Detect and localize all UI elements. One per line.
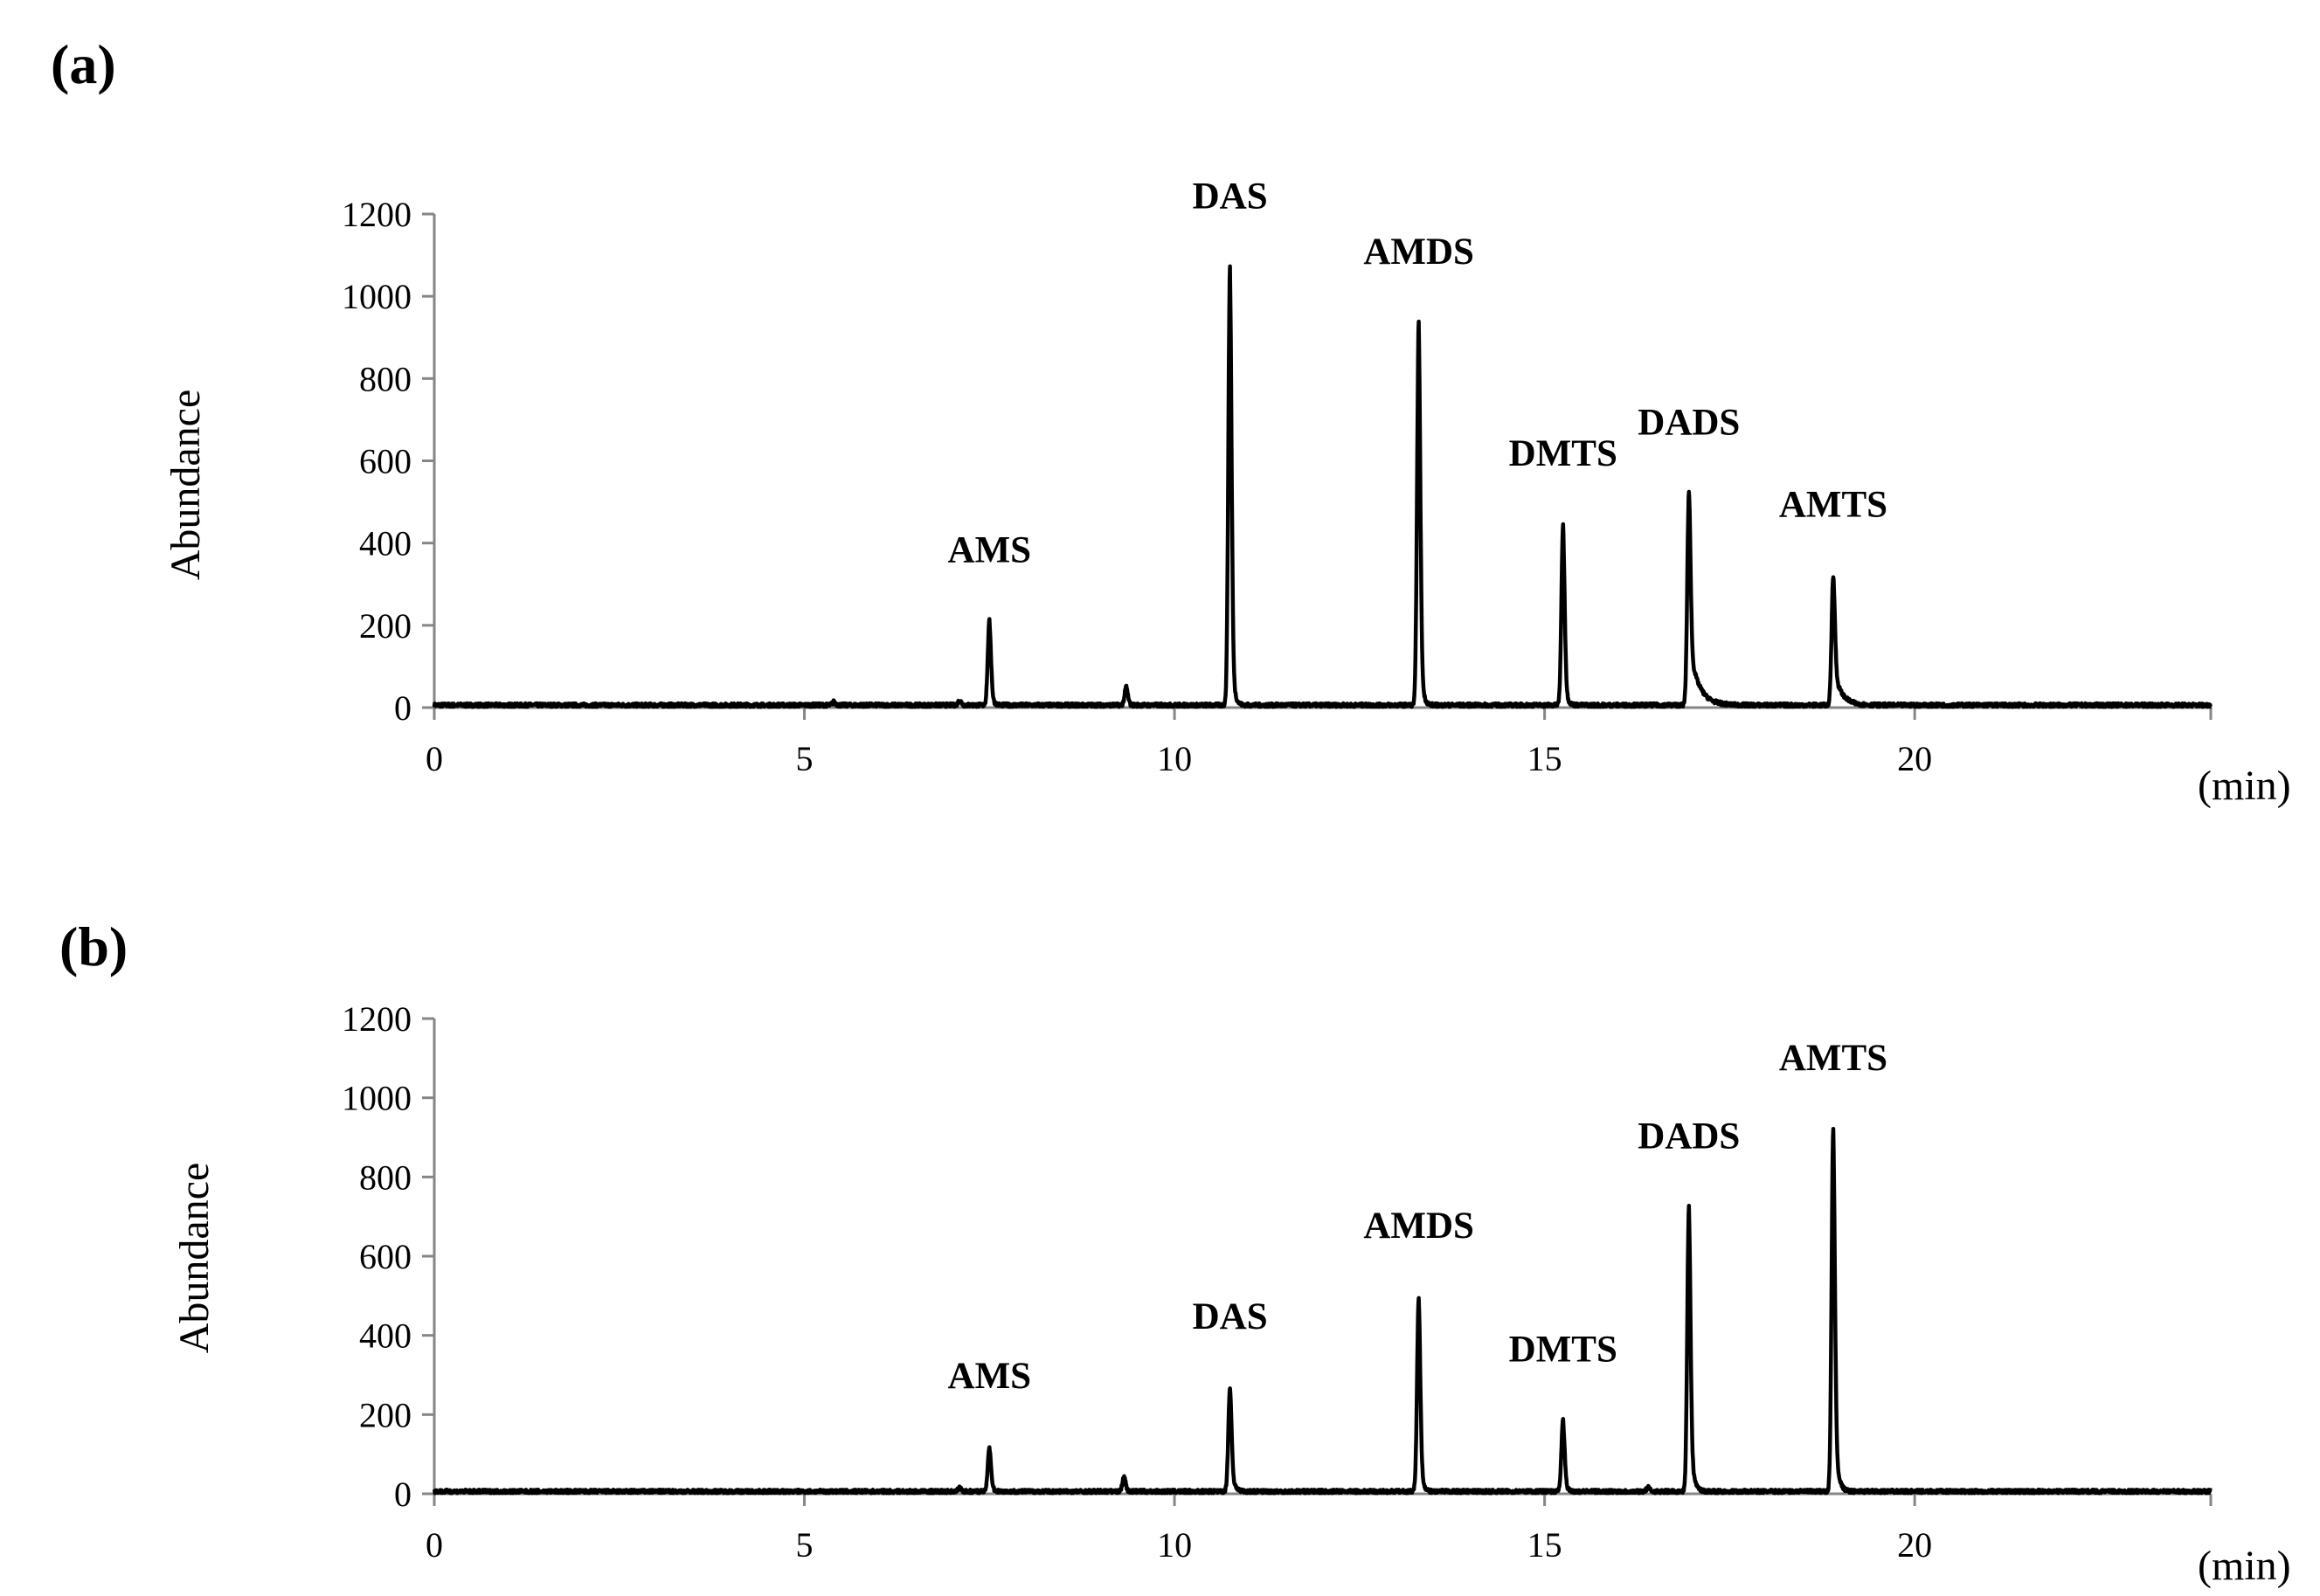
peak-label-amts: AMTS [1779, 1038, 1887, 1079]
y-tick-label: 200 [359, 1395, 412, 1434]
y-tick-label: 600 [359, 1237, 412, 1276]
x-tick-label: 5 [796, 739, 814, 778]
panel-label: (a) [51, 33, 116, 95]
y-tick-label: 400 [359, 524, 412, 563]
y-tick-label: 800 [359, 1157, 412, 1197]
y-axis-label: Abundance [171, 1163, 218, 1354]
peak-label-das: DAS [1193, 1296, 1268, 1337]
x-tick-label: 15 [1527, 739, 1562, 778]
peak-label-amts: AMTS [1779, 485, 1887, 526]
panel-label: (b) [59, 915, 128, 978]
peak-label-ams: AMS [948, 1356, 1032, 1397]
chromatogram-trace [432, 264, 2213, 709]
peak-label-amds: AMDS [1363, 1206, 1474, 1247]
x-tick-label: 5 [796, 1525, 814, 1565]
x-tick-label: 0 [426, 739, 443, 778]
x-tick-label: 0 [426, 1525, 443, 1565]
y-tick-label: 600 [359, 442, 412, 481]
peak-label-dads: DADS [1638, 1116, 1740, 1157]
x-tick-label: 10 [1157, 1525, 1192, 1565]
x-axis-unit-label: (min) [2198, 1543, 2291, 1589]
x-tick-label: 10 [1157, 739, 1192, 778]
chart-panel-b: (b) 0 200 400 600 800 1000 1200 0 5 10 15 20 Abundanc… [59, 915, 2291, 1589]
x-axis-unit-label: (min) [2198, 763, 2291, 809]
y-tick-label: 0 [394, 688, 412, 728]
y-tick-label: 1200 [342, 999, 412, 1039]
chart-panel-a: (a) 0 200 400 600 800 1000 1200 0 5 10 15 20 Abundanc… [51, 33, 2291, 809]
x-tick-label: 20 [1897, 739, 1932, 778]
y-tick-label: 0 [394, 1475, 412, 1514]
peak-label-dmts: DMTS [1509, 1329, 1617, 1370]
y-tick-label: 1000 [342, 1079, 412, 1118]
y-axis-label: Abundance [163, 390, 209, 581]
y-tick-label: 200 [359, 606, 412, 646]
peak-label-ams: AMS [948, 529, 1032, 570]
peak-label-amds: AMDS [1363, 231, 1474, 273]
peak-label-dmts: DMTS [1509, 433, 1617, 474]
peak-label-das: DAS [1193, 176, 1268, 218]
peak-label-dads: DADS [1638, 403, 1740, 444]
y-tick-label: 800 [359, 359, 412, 398]
x-tick-label: 20 [1897, 1525, 1932, 1565]
y-tick-label: 1000 [342, 277, 412, 316]
x-tick-label: 15 [1527, 1525, 1562, 1565]
y-tick-label: 400 [359, 1316, 412, 1356]
y-tick-label: 1200 [342, 195, 412, 234]
chromatogram-trace [432, 1126, 2213, 1496]
